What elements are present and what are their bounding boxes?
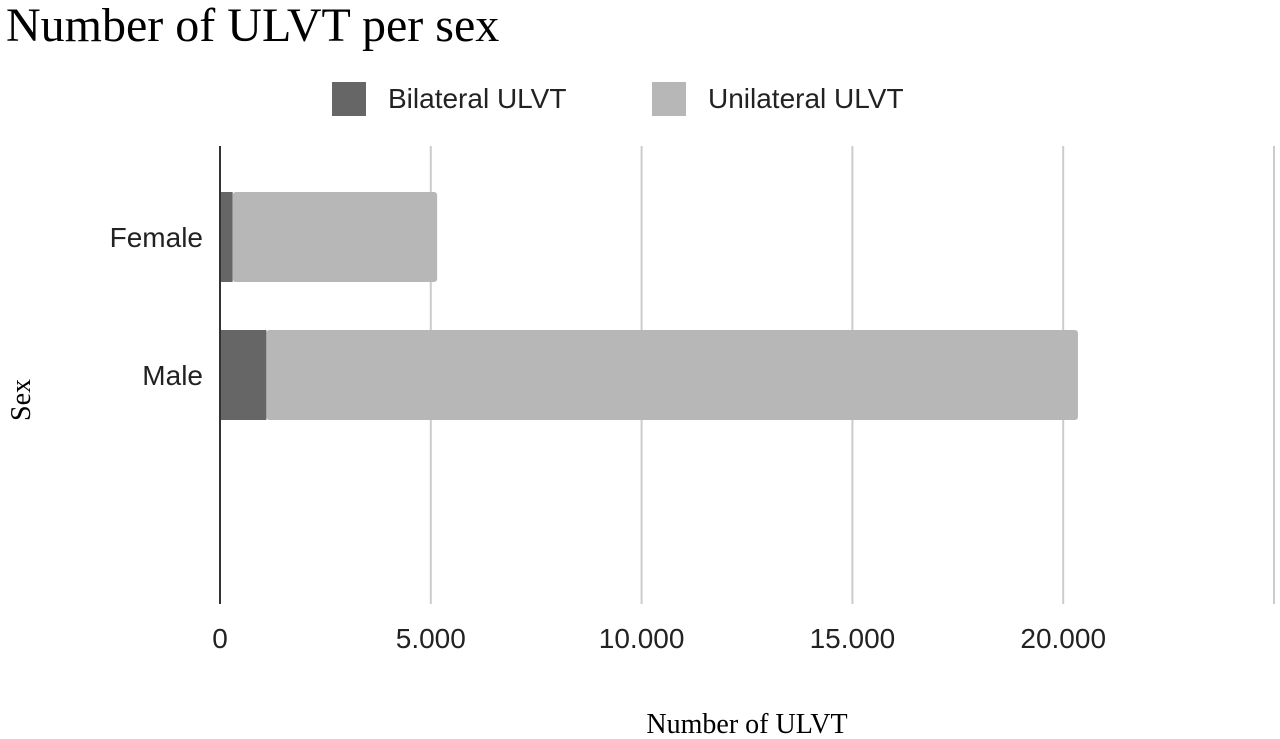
- x-tick-label: 15.000: [810, 623, 896, 654]
- legend-label-bilateral: Bilateral ULVT: [388, 83, 567, 114]
- legend: Bilateral ULVT Unilateral ULVT: [0, 82, 1280, 118]
- category-labels: Female Male: [110, 222, 203, 391]
- x-tick-label: 0: [212, 623, 228, 654]
- x-tick-labels: 0 5.000 10.000 15.000 20.000: [212, 623, 1106, 654]
- x-tick-label: 5.000: [396, 623, 466, 654]
- bar-female-unilateral: [232, 192, 438, 282]
- legend-swatch-bilateral: [332, 82, 366, 116]
- bar-male-unilateral: [266, 330, 1078, 420]
- x-tick-label: 20.000: [1020, 623, 1106, 654]
- x-axis-title: Number of ULVT: [646, 709, 847, 739]
- chart-title: Number of ULVT per sex: [6, 0, 500, 52]
- legend-item-bilateral: Bilateral ULVT: [332, 82, 566, 116]
- category-label: Male: [142, 360, 203, 391]
- bars: [220, 192, 1078, 420]
- bar-male-bilateral: [220, 330, 267, 420]
- legend-item-unilateral: Unilateral ULVT: [652, 82, 904, 116]
- legend-swatch-unilateral: [652, 82, 686, 116]
- category-label: Female: [110, 222, 203, 253]
- bar-female-bilateral: [220, 192, 233, 282]
- y-axis-title: Sex: [6, 379, 37, 421]
- x-tick-label: 10.000: [599, 623, 685, 654]
- legend-label-unilateral: Unilateral ULVT: [708, 83, 904, 114]
